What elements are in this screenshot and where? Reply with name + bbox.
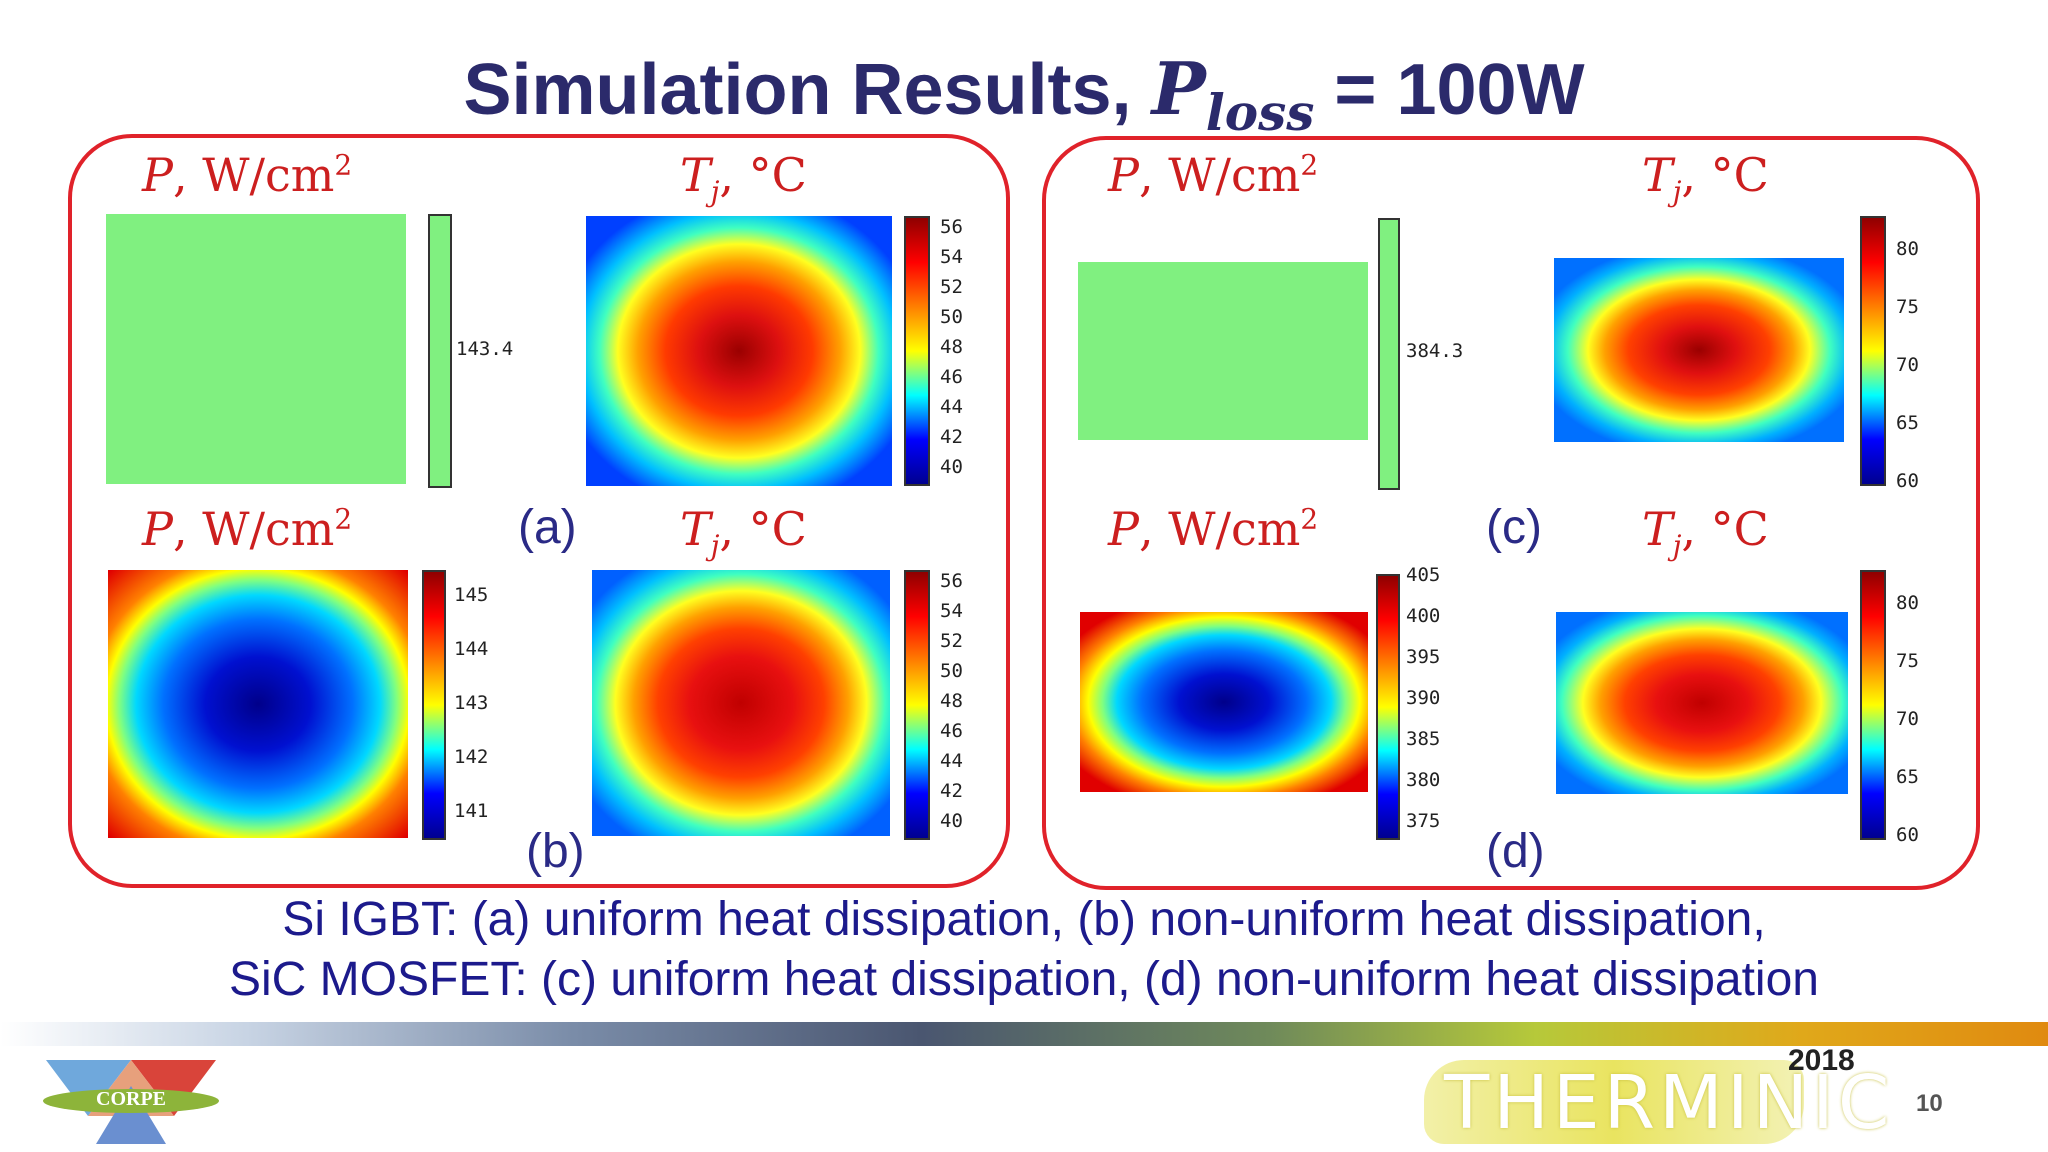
colorbar-ticks-b-power: 145 144 143 142 141 (454, 570, 504, 836)
colorbar-tick: 44 (940, 750, 963, 772)
title-text: Simulation Results, (463, 50, 1132, 130)
colorbar-tick: 42 (940, 780, 963, 802)
colorbar-tick: 143 (454, 692, 489, 714)
colorbar-tick: 70 (1896, 708, 1919, 730)
colorbar-tick: 400 (1406, 605, 1441, 627)
colorbar-tick: 375 (1406, 810, 1441, 832)
colorbar-tick: 46 (940, 366, 963, 388)
panel-label-d: (d) (1486, 825, 1545, 878)
colorbar-power-a (428, 214, 452, 488)
label-power-a: P, W/cm2 (142, 148, 353, 202)
colorbar-ticks-d-power: 405 400 395 390 385 380 375 (1406, 564, 1466, 844)
panel-label-c: (c) (1486, 501, 1542, 554)
colorbar-tick: 54 (940, 246, 963, 268)
therminic-logo: THERMINIC (1424, 1052, 1890, 1148)
colorbar-tick: 70 (1896, 354, 1919, 376)
caption-line-1: Si IGBT: (a) uniform heat dissipation, (… (282, 893, 1766, 946)
colorbar-tick: 65 (1896, 412, 1919, 434)
colorbar-tick: 60 (1896, 824, 1919, 846)
colorbar-tick: 48 (940, 336, 963, 358)
colorbar-ticks-a-temp: 56 54 52 50 48 46 44 42 40 (940, 216, 980, 482)
colorbar-tick: 44 (940, 396, 963, 418)
label-temp-d: Tj, °C (1642, 502, 1769, 563)
colorbar-ticks-b-temp: 56 54 52 50 48 46 44 42 40 (940, 570, 980, 836)
temp-map-d (1556, 612, 1848, 794)
colorbar-tick: 384.3 (1406, 340, 1464, 362)
colorbar-tick: 56 (940, 216, 963, 238)
therminic-logo-bg (1424, 1060, 1804, 1144)
label-power-b: P, W/cm2 (142, 502, 353, 556)
colorbar-ticks-d-temp: 80 75 70 65 60 (1896, 570, 1936, 846)
panel-label-b: (b) (526, 825, 585, 878)
corpe-logo: CORPE (36, 1056, 226, 1146)
colorbar-power-b (422, 570, 446, 840)
colorbar-tick: 390 (1406, 687, 1441, 709)
colorbar-tick: 50 (940, 306, 963, 328)
colorbar-tick: 395 (1406, 646, 1441, 668)
corpe-logo-text: CORPE (96, 1088, 166, 1110)
colorbar-tick: 380 (1406, 769, 1441, 791)
label-power-d: P, W/cm2 (1108, 502, 1319, 556)
colorbar-temp-d (1860, 570, 1886, 840)
label-temp-c: Tj, °C (1642, 148, 1769, 209)
colorbar-tick: 46 (940, 720, 963, 742)
colorbar-tick: 80 (1896, 238, 1919, 260)
sic-mosfet-box (1042, 136, 1980, 890)
colorbar-tick: 142 (454, 746, 489, 768)
colorbar-power-c (1378, 218, 1400, 490)
colorbar-tick: 385 (1406, 728, 1441, 750)
si-igbt-box (68, 134, 1010, 888)
power-map-a (106, 214, 406, 484)
colorbar-tick: 75 (1896, 296, 1919, 318)
colorbar-tick: 42 (940, 426, 963, 448)
footer-band (0, 1022, 2048, 1046)
title-variable: Ploss (1151, 46, 1315, 142)
slide-title: Simulation Results, Ploss = 100W (0, 46, 2048, 142)
temp-map-c (1554, 258, 1844, 442)
colorbar-tick: 50 (940, 660, 963, 682)
colorbar-tick: 48 (940, 690, 963, 712)
colorbar-tick: 52 (940, 276, 963, 298)
colorbar-tick: 56 (940, 570, 963, 592)
colorbar-temp-b (904, 570, 930, 840)
therminic-logo-text: THERMINIC (1444, 1060, 1894, 1146)
colorbar-tick: 40 (940, 456, 963, 478)
power-map-b (108, 570, 408, 838)
colorbar-tick: 54 (940, 600, 963, 622)
label-temp-a: Tj, °C (680, 148, 807, 209)
colorbar-temp-c (1860, 216, 1886, 486)
caption-line-2: SiC MOSFET: (c) uniform heat dissipation… (229, 953, 1819, 1006)
colorbar-temp-a (904, 216, 930, 486)
colorbar-tick: 141 (454, 800, 489, 822)
colorbar-tick: 80 (1896, 592, 1919, 614)
label-temp-b: Tj, °C (680, 502, 807, 563)
label-power-c: P, W/cm2 (1108, 148, 1319, 202)
power-map-c (1078, 262, 1368, 440)
colorbar-tick: 60 (1896, 470, 1919, 492)
colorbar-tick: 405 (1406, 564, 1441, 586)
temp-map-b (592, 570, 890, 836)
therminic-year: 2018 (1788, 1044, 1855, 1077)
temp-map-a (586, 216, 892, 486)
colorbar-ticks-c-temp: 80 75 70 65 60 (1896, 216, 1936, 492)
power-map-d (1080, 612, 1368, 792)
colorbar-tick: 75 (1896, 650, 1919, 672)
title-equation: = 100W (1334, 50, 1585, 130)
page-number: 10 (1916, 1090, 1943, 1117)
colorbar-tick: 40 (940, 810, 963, 832)
colorbar-tick: 52 (940, 630, 963, 652)
colorbar-tick: 65 (1896, 766, 1919, 788)
colorbar-tick: 145 (454, 584, 489, 606)
colorbar-power-d (1376, 574, 1400, 840)
colorbar-tick: 143.4 (456, 338, 514, 360)
colorbar-tick: 144 (454, 638, 489, 660)
panel-label-a: (a) (518, 501, 577, 554)
